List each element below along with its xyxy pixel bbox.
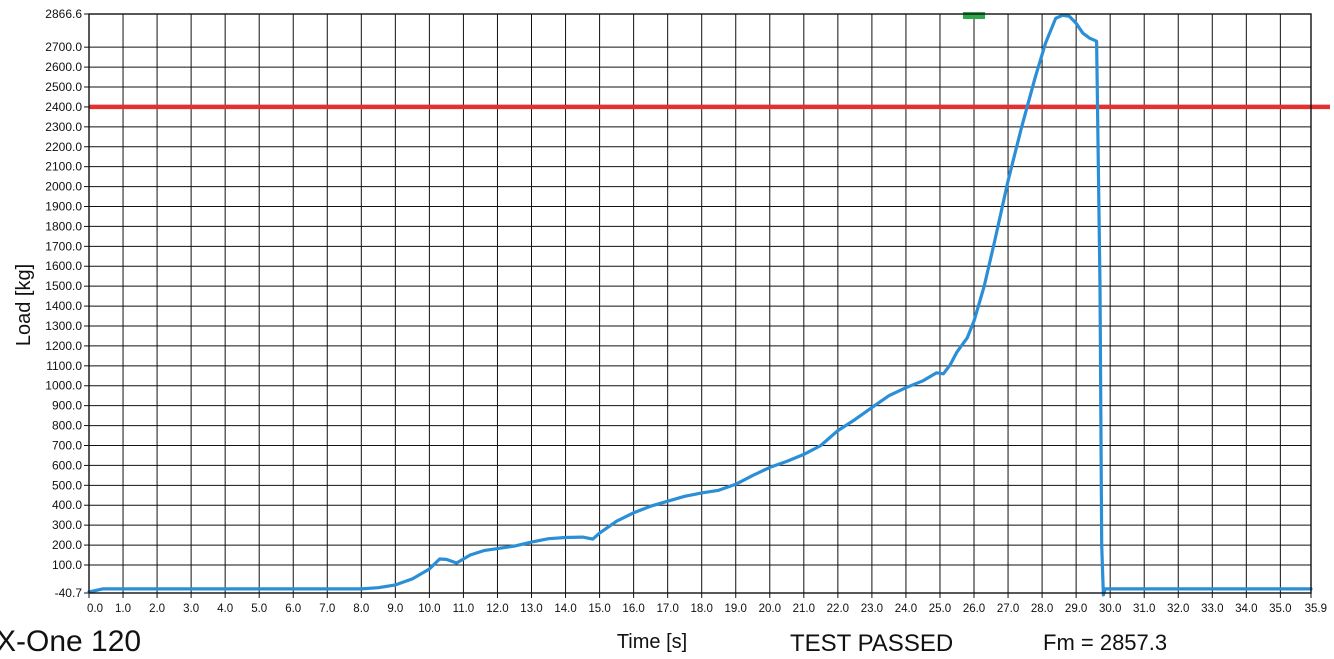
x-tick-label: 8.0 xyxy=(353,603,369,615)
x-axis-ticks: 0.0 1.0 2.0 3.0 4.0 5.0 6.0 7.0 8.0 9.0 10.0 11.0 12… xyxy=(87,593,1327,615)
peak-marker xyxy=(963,12,986,19)
plot-frame xyxy=(88,13,1312,594)
x-tick-label: 31.0 xyxy=(1133,603,1155,615)
y-tick-label: 900.0 xyxy=(52,399,82,413)
x-tick-label: 21.0 xyxy=(793,603,815,615)
y-tick-label: 1300.0 xyxy=(45,319,82,333)
y-tick-label: 700.0 xyxy=(52,438,82,452)
x-tick-label: 34.0 xyxy=(1235,603,1257,615)
x-tick-label: 26.0 xyxy=(963,603,985,615)
y-tick-label: 1500.0 xyxy=(45,279,82,293)
y-axis-label: Load [kg] xyxy=(13,264,35,346)
x-tick-label: 2.0 xyxy=(149,603,165,615)
x-tick-label: 18.0 xyxy=(691,603,713,615)
series-group xyxy=(87,13,1313,597)
y-tick-label: 800.0 xyxy=(52,419,82,433)
x-tick-label: 15.0 xyxy=(588,603,610,615)
x-tick-label: 3.0 xyxy=(183,603,199,615)
x-axis-label: Time [s] xyxy=(617,631,687,653)
x-tick-label: 35.0 xyxy=(1269,603,1291,615)
x-tick-label: 1.0 xyxy=(115,603,131,615)
x-tick-label: 17.0 xyxy=(656,603,678,615)
x-tick-label: 19.0 xyxy=(725,603,747,615)
y-tick-label: 300.0 xyxy=(52,518,82,532)
x-tick-label: 10.0 xyxy=(418,603,440,615)
grid-lines xyxy=(88,13,1312,594)
x-tick-label: 4.0 xyxy=(217,603,233,615)
x-tick-label: 11.0 xyxy=(453,603,475,615)
model-name: X-One 120 xyxy=(0,625,142,658)
x-tick-label: 35.9 xyxy=(1305,603,1327,615)
y-tick-label: 1400.0 xyxy=(45,299,82,313)
y-tick-label: 1000.0 xyxy=(45,379,82,393)
x-tick-label: 32.0 xyxy=(1167,603,1189,615)
test-status: TEST PASSED xyxy=(790,630,954,657)
y-tick-label: 100.0 xyxy=(52,558,82,572)
y-tick-label: 2100.0 xyxy=(45,160,82,174)
y-tick-label: 2500.0 xyxy=(45,80,82,94)
x-tick-label: 25.0 xyxy=(929,603,951,615)
y-tick-label: 2200.0 xyxy=(45,140,82,154)
y-tick-label: 1200.0 xyxy=(45,339,82,353)
x-tick-label: 12.0 xyxy=(486,603,508,615)
x-tick-label: 23.0 xyxy=(861,603,883,615)
y-tick-label: 2600.0 xyxy=(45,60,82,74)
y-tick-label: 2300.0 xyxy=(45,120,82,134)
x-tick-label: 9.0 xyxy=(387,603,403,615)
x-tick-label: 30.0 xyxy=(1099,603,1121,615)
x-tick-label: 20.0 xyxy=(759,603,781,615)
x-tick-label: 27.0 xyxy=(997,603,1019,615)
y-tick-label: 1700.0 xyxy=(45,239,82,253)
y-tick-label: 400.0 xyxy=(52,498,82,512)
x-tick-label: 29.0 xyxy=(1065,603,1087,615)
x-tick-label: 33.0 xyxy=(1201,603,1223,615)
x-tick-label: 7.0 xyxy=(319,603,335,615)
y-tick-label: 500.0 xyxy=(52,478,82,492)
x-tick-label: 24.0 xyxy=(895,603,917,615)
y-tick-label: 2000.0 xyxy=(45,180,82,194)
y-axis-ticks: -40.7 100.0 200.0 300.0 400.0 500.0 600.0 700.0… xyxy=(45,7,89,600)
load-series-line xyxy=(87,13,1313,597)
y-tick-label: 600.0 xyxy=(52,458,82,472)
y-tick-label: 1100.0 xyxy=(46,359,82,373)
x-tick-label: 0.0 xyxy=(87,603,103,615)
x-tick-label: 13.0 xyxy=(520,603,542,615)
marker-group xyxy=(963,12,986,19)
y-tick-label: -40.7 xyxy=(55,586,83,600)
x-tick-label: 6.0 xyxy=(285,603,301,615)
x-tick-label: 14.0 xyxy=(554,603,576,615)
y-tick-label: 1600.0 xyxy=(45,259,82,273)
y-tick-label: 2866.6 xyxy=(45,7,82,21)
y-tick-label: 200.0 xyxy=(52,538,82,552)
max-force-readout: Fm = 2857.3 xyxy=(1043,630,1168,655)
y-tick-label: 2400.0 xyxy=(45,100,82,114)
x-tick-label: 16.0 xyxy=(622,603,644,615)
x-tick-label: 5.0 xyxy=(251,603,267,615)
y-tick-label: 1900.0 xyxy=(45,200,82,214)
x-tick-label: 22.0 xyxy=(827,603,849,615)
y-tick-label: 2700.0 xyxy=(45,40,82,54)
x-tick-label: 28.0 xyxy=(1031,603,1053,615)
y-tick-label: 1800.0 xyxy=(45,219,82,233)
